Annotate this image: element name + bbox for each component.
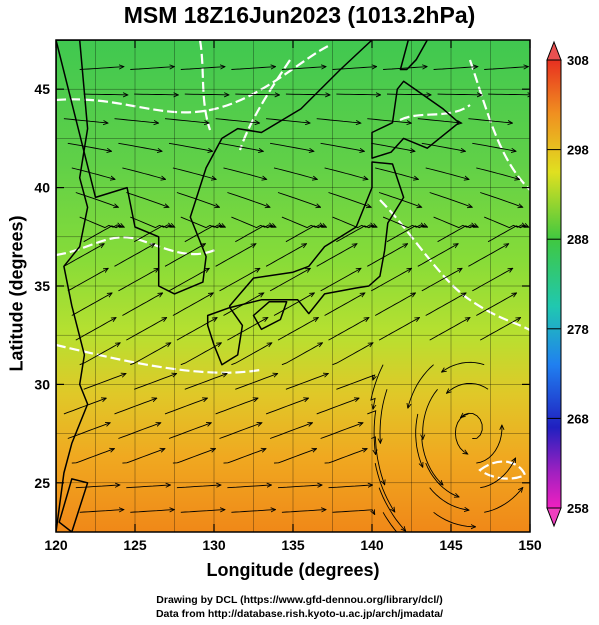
colorbar: 308 298 288 278 268 258: [546, 40, 589, 528]
x-tick-label: 135: [281, 537, 305, 553]
colorbar-tick-label: 258: [567, 501, 589, 516]
x-axis-ticks: 120 125 130 135 140 145 150: [44, 40, 542, 553]
x-tick-label: 145: [439, 537, 463, 553]
y-tick-label: 30: [34, 376, 50, 392]
x-tick-label: 140: [360, 537, 384, 553]
x-tick-label: 130: [202, 537, 226, 553]
lat-lon-grid: [56, 40, 530, 532]
map-title: MSM 18Z16Jun2023 (1013.2hPa): [123, 2, 476, 28]
wind-streamlines: [63, 67, 530, 532]
x-tick-label: 120: [44, 537, 68, 553]
x-tick-label: 125: [123, 537, 147, 553]
colorbar-max-arrow: [546, 40, 562, 61]
colorbar-tick-label: 278: [567, 322, 589, 337]
credit-drawing: Drawing by DCL (https://www.gfd-dennou.o…: [156, 594, 443, 606]
y-tick-label: 25: [34, 475, 50, 491]
colorbar-tick-label: 308: [567, 53, 589, 68]
y-axis-label: Latitude (degrees): [6, 215, 27, 372]
credit-data: Data from http://database.rish.kyoto-u.a…: [155, 608, 444, 620]
x-axis-label: Longitude (degrees): [206, 560, 380, 580]
colorbar-tick-label: 298: [567, 143, 589, 158]
colorbar-tick-label: 268: [567, 411, 589, 426]
colorbar-min-arrow: [546, 507, 562, 528]
y-tick-label: 45: [34, 81, 50, 97]
y-tick-label: 35: [34, 278, 50, 294]
y-axis-ticks: 25 30 35 40 45: [34, 81, 530, 491]
colorbar-tick-label: 288: [567, 232, 589, 247]
x-tick-label: 150: [518, 537, 542, 553]
y-tick-label: 40: [34, 180, 50, 196]
